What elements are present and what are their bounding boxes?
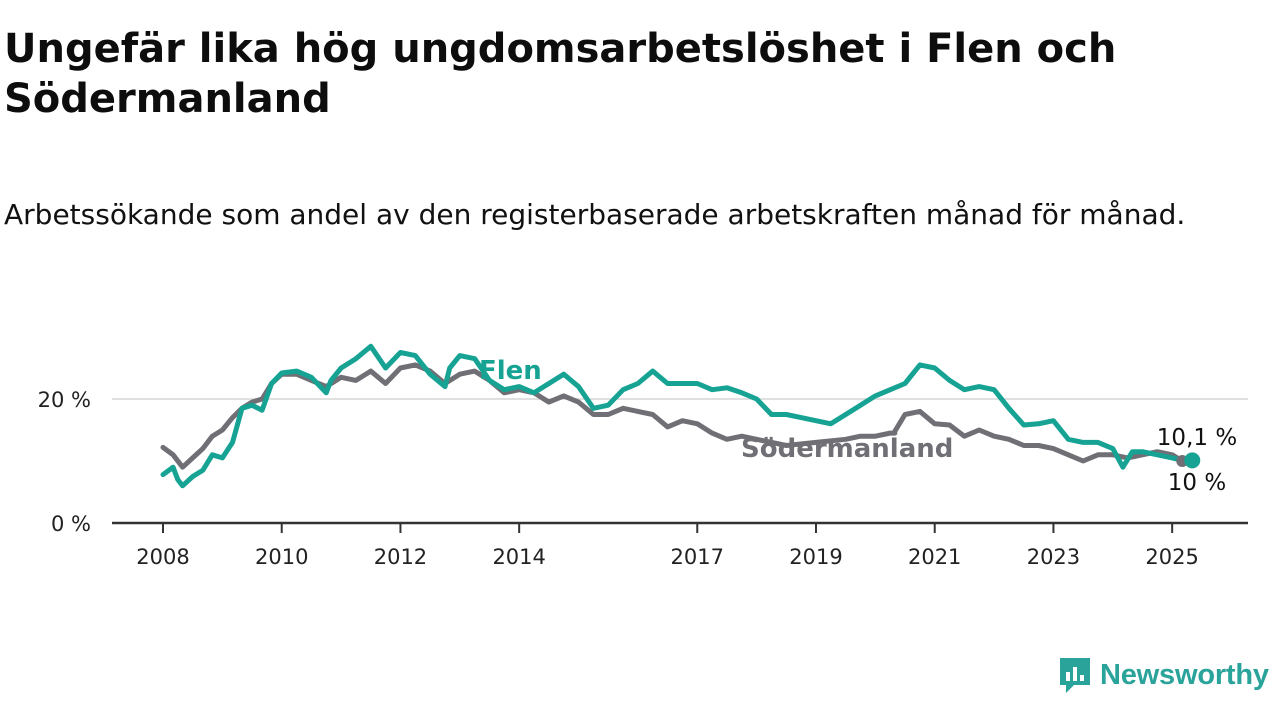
y-tick-label: 20 % [38, 388, 91, 412]
x-tick-label: 2019 [789, 545, 842, 569]
series-line-flen [160, 343, 1185, 489]
y-tick-label: 0 % [51, 512, 91, 536]
x-tick-label: 2012 [374, 545, 427, 569]
newsworthy-logo: Newsworthy [1058, 655, 1269, 695]
brand-name: Newsworthy [1100, 658, 1269, 691]
end-label-sodermanland: 10 % [1168, 470, 1226, 496]
x-tick-label: 2021 [908, 545, 961, 569]
series-label-flen: Flen [479, 356, 542, 386]
x-tick-label: 2014 [492, 545, 545, 569]
x-tick-label: 2017 [671, 545, 724, 569]
x-tick-label: 2008 [136, 545, 189, 569]
chart-subtitle: Arbetssökande som andel av den registerb… [4, 198, 1186, 231]
chart-title: Ungefär lika hög ungdomsarbetslöshet i F… [4, 26, 1117, 122]
x-tick-label: 2023 [1027, 545, 1080, 569]
axes: 0 % 20 % 2008 2010 2012 2014 2017 2019 2021 2023 2… [38, 388, 1248, 569]
series-label-sodermanland: Södermanland [741, 434, 953, 464]
series-lines [160, 343, 1201, 489]
endpoint-flen [1184, 452, 1201, 469]
x-tick-label: 2010 [255, 545, 308, 569]
newsworthy-logo-icon [1060, 658, 1090, 693]
x-tick-label: 2025 [1145, 545, 1198, 569]
end-label-flen: 10,1 % [1157, 425, 1237, 451]
chart-labels: Flen Södermanland 10,1 % 10 % [479, 356, 1237, 496]
